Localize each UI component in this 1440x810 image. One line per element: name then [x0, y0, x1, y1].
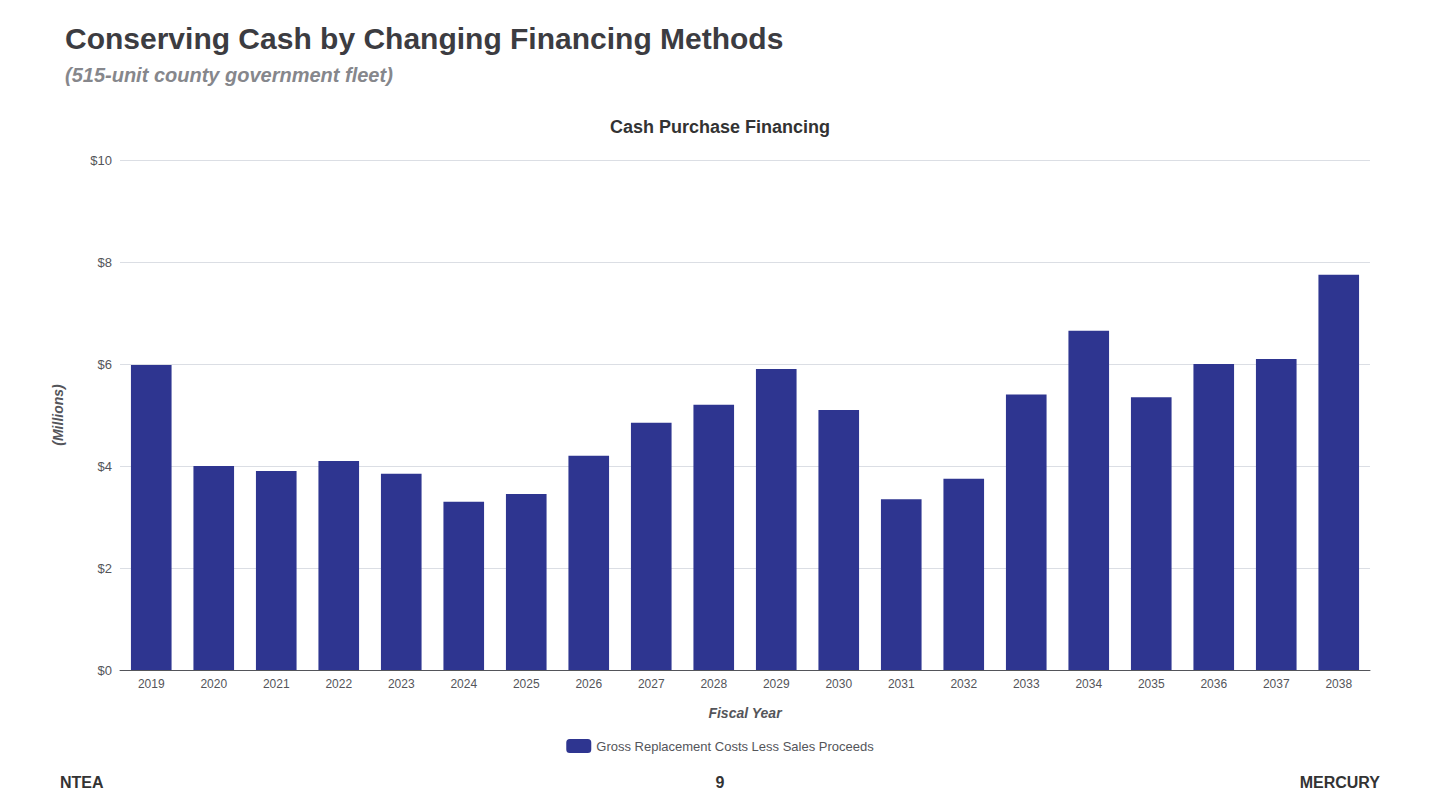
svg-text:2022: 2022 [325, 677, 352, 691]
svg-text:2037: 2037 [1263, 677, 1290, 691]
svg-text:Conserving Cash by Changing Fi: Conserving Cash by Changing Financing Me… [65, 22, 783, 55]
svg-text:$6: $6 [98, 357, 112, 372]
svg-text:$4: $4 [98, 459, 112, 474]
svg-text:$2: $2 [98, 561, 112, 576]
svg-text:2025: 2025 [513, 677, 540, 691]
svg-text:2029: 2029 [763, 677, 790, 691]
svg-text:2033: 2033 [1013, 677, 1040, 691]
svg-text:2035: 2035 [1138, 677, 1165, 691]
svg-text:9: 9 [716, 774, 725, 791]
svg-text:2032: 2032 [950, 677, 977, 691]
svg-text:NTEA: NTEA [60, 774, 104, 791]
svg-text:2028: 2028 [700, 677, 727, 691]
svg-text:Cash Purchase Financing: Cash Purchase Financing [610, 117, 830, 137]
svg-text:2024: 2024 [450, 677, 477, 691]
svg-text:$0: $0 [98, 663, 112, 678]
svg-text:$8: $8 [98, 255, 112, 270]
svg-text:Gross Replacement Costs Less S: Gross Replacement Costs Less Sales Proce… [596, 739, 874, 754]
svg-text:2019: 2019 [138, 677, 165, 691]
svg-text:(Millions): (Millions) [50, 384, 66, 446]
svg-text:2021: 2021 [263, 677, 290, 691]
svg-text:2023: 2023 [388, 677, 415, 691]
svg-text:Fiscal Year: Fiscal Year [708, 705, 783, 721]
svg-text:2036: 2036 [1200, 677, 1227, 691]
svg-text:2030: 2030 [825, 677, 852, 691]
svg-text:2034: 2034 [1075, 677, 1102, 691]
svg-text:$10: $10 [90, 153, 112, 168]
svg-text:MERCURY: MERCURY [1300, 774, 1381, 791]
svg-text:(515-unit county government fl: (515-unit county government fleet) [65, 64, 393, 86]
svg-text:2026: 2026 [575, 677, 602, 691]
svg-text:2038: 2038 [1325, 677, 1352, 691]
svg-text:2020: 2020 [200, 677, 227, 691]
svg-text:2031: 2031 [888, 677, 915, 691]
svg-text:2027: 2027 [638, 677, 665, 691]
